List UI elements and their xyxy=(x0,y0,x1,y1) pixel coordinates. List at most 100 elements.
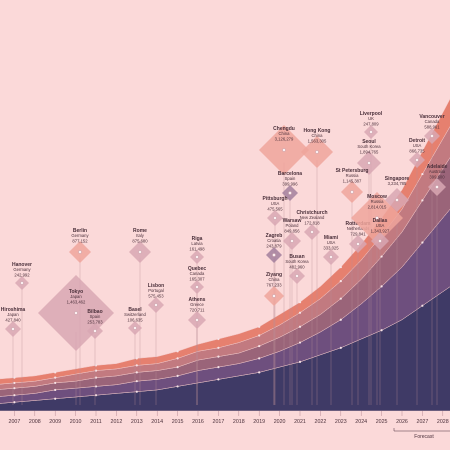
boundary-marker xyxy=(135,364,138,367)
annotation-value: 427,840 xyxy=(5,317,21,322)
x-tick-label: 2025 xyxy=(376,419,388,425)
annotation-value: 243,879 xyxy=(266,243,282,248)
annotation-city: Chengdu xyxy=(273,126,295,132)
annotation-city: Tokyo xyxy=(69,289,83,295)
annotation-dot xyxy=(350,190,354,194)
boundary-marker xyxy=(94,369,98,372)
annotation-dot xyxy=(290,239,294,243)
boundary-marker xyxy=(298,301,302,304)
annotation-city: Riga xyxy=(192,236,203,242)
annotation-dot xyxy=(315,150,319,154)
x-tick-label: 2024 xyxy=(355,419,367,425)
boundary-marker xyxy=(54,376,57,379)
annotation-value: 729,841 xyxy=(350,231,366,236)
annotation-value: 3,234,785 xyxy=(388,181,407,186)
annotation-value: 1,563,305 xyxy=(308,138,327,143)
annotation-dot xyxy=(74,311,78,315)
annotation-city: Warsaw xyxy=(283,218,302,224)
annotation-country: Japan xyxy=(7,312,19,317)
boundary-marker xyxy=(176,385,179,388)
annotation-dot xyxy=(93,329,97,333)
boundary-marker xyxy=(13,381,16,385)
annotation-dot xyxy=(329,255,333,259)
annotation-country: South Korea xyxy=(357,144,381,149)
annotation-value: 588,961 xyxy=(424,124,440,129)
annotation-city: Pittsburgh xyxy=(263,196,288,202)
x-tick-label: 2026 xyxy=(396,419,408,425)
annotation-country: Switzerland xyxy=(124,312,146,317)
annotation-value: 399,600 xyxy=(429,174,445,179)
boundary-marker xyxy=(421,241,424,244)
boundary-marker xyxy=(54,371,57,374)
annotation-city: Berlin xyxy=(73,228,87,234)
annotation-city: Ziyang xyxy=(266,272,282,278)
annotation-city: Hiroshima xyxy=(1,307,26,313)
forecast-bracket xyxy=(393,428,450,432)
annotation-city: Lisbon xyxy=(148,283,164,289)
annotation-country: Portugal xyxy=(148,288,164,293)
annotation-country: Netherlands xyxy=(347,226,370,231)
annotation-country: Russia xyxy=(346,173,359,178)
annotation-country: Russia xyxy=(371,199,384,204)
x-tick-label: 2016 xyxy=(192,419,204,425)
boundary-marker xyxy=(298,341,302,344)
boundary-marker xyxy=(421,150,424,153)
annotation-dot xyxy=(154,303,158,307)
year-markers xyxy=(13,150,424,404)
boundary-marker xyxy=(13,376,16,379)
annotation-dot xyxy=(272,294,276,298)
boundary-marker xyxy=(135,380,138,383)
annotation-city: Barcelona xyxy=(278,171,302,177)
boundary-marker xyxy=(217,378,220,381)
x-tick-label: 2017 xyxy=(213,419,225,425)
annotation-value: 475,565 xyxy=(267,206,283,211)
annotation-value: 247,809 xyxy=(363,121,379,126)
boundary-marker xyxy=(258,371,261,374)
boundary-marker xyxy=(176,374,179,377)
annotation-value: 1,145,387 xyxy=(343,178,362,183)
annotation-value: 866,735 xyxy=(409,148,425,153)
x-tick-label: 2014 xyxy=(151,419,163,425)
boundary-marker xyxy=(135,357,138,360)
x-tick-label: 2028 xyxy=(437,419,449,425)
annotation-dot xyxy=(367,161,371,165)
boundary-marker xyxy=(217,366,220,369)
annotation-city: Vancouver xyxy=(419,114,444,120)
x-tick-label: 2008 xyxy=(29,419,41,425)
annotation-value: 720,711 xyxy=(190,307,205,312)
annotation-value: 3,126,279 xyxy=(275,136,294,141)
axis-strip xyxy=(0,411,450,450)
annotation-city: Hanover xyxy=(12,262,32,268)
x-tick-label: 2009 xyxy=(49,419,61,425)
annotation-country: Poland xyxy=(285,223,299,228)
annotation-dot xyxy=(395,198,399,202)
annotation-dot xyxy=(356,242,360,246)
boundary-marker xyxy=(13,401,16,404)
annotation-country: USA xyxy=(376,223,385,228)
boundary-marker xyxy=(217,346,220,349)
annotation-country: China xyxy=(269,277,281,282)
boundary-marker xyxy=(94,394,98,397)
x-tick-label: 2015 xyxy=(172,419,184,425)
annotation-value: 242,992 xyxy=(14,272,30,277)
boundary-marker xyxy=(54,397,57,400)
annotation-city: Athens xyxy=(189,297,206,303)
x-tick-label: 2022 xyxy=(315,419,327,425)
annotation-dot xyxy=(430,134,434,138)
annotation-country: Italy xyxy=(136,233,145,238)
